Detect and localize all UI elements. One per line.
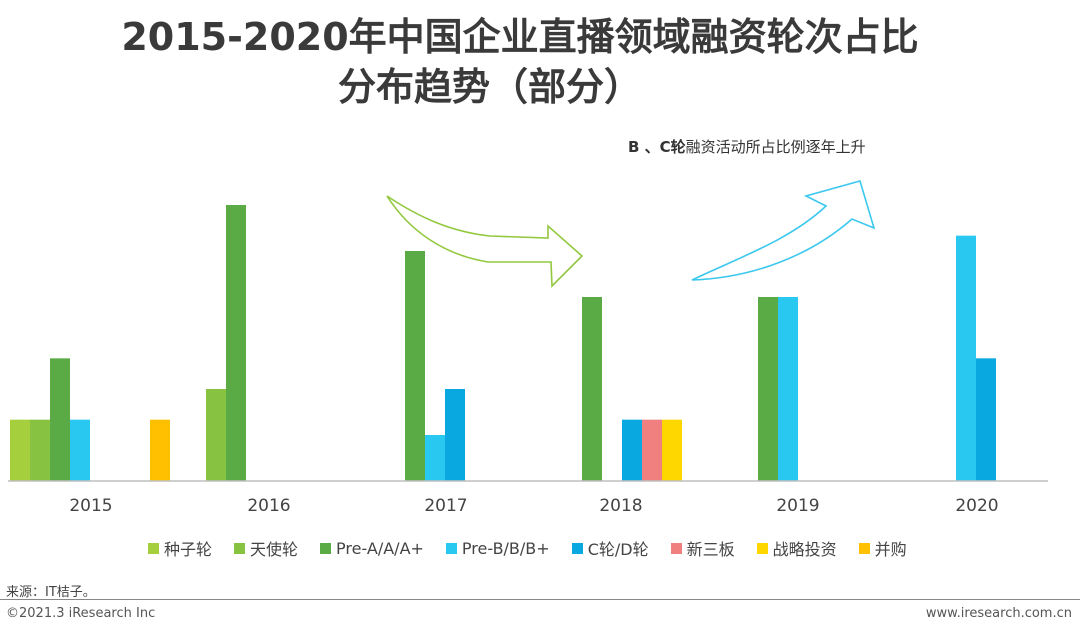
bar-2015-Pre-A/A/A+ xyxy=(50,358,70,481)
legend-label: 战略投资 xyxy=(772,540,837,559)
legend-label: 新三板 xyxy=(686,540,735,559)
legend-swatch xyxy=(320,542,332,554)
legend-swatch xyxy=(670,542,682,554)
bar-2018-Pre-A/A/A+ xyxy=(582,297,602,481)
bar-2015-天使轮 xyxy=(30,419,50,481)
legend-item-4: C轮/D轮 xyxy=(571,536,649,560)
footer-divider xyxy=(0,599,1080,600)
bar-2016-天使轮 xyxy=(206,389,226,481)
legend-item-5: 新三板 xyxy=(670,536,735,560)
copyright-text: ©2021.3 iResearch Inc xyxy=(6,606,156,621)
legend-label: Pre-A/A/A+ xyxy=(336,538,424,558)
downward-trend-arrow-icon xyxy=(386,195,584,288)
legend-swatch xyxy=(148,542,159,554)
x-tick-label-2019: 2019 xyxy=(776,496,819,516)
x-tick-label-2017: 2017 xyxy=(424,496,467,516)
bar-2017-C轮/D轮 xyxy=(445,389,465,481)
website-url: www.iresearch.com.cn xyxy=(925,606,1072,621)
bar-2015-并购 xyxy=(150,419,170,481)
legend-swatch xyxy=(756,542,768,554)
bar-2019-Pre-B/B/B+ xyxy=(778,297,798,481)
bar-chart: 2015 2016 2017 2018 2019 2020 xyxy=(8,180,1048,516)
legend-label: Pre-B/B/B+ xyxy=(461,538,550,558)
x-tick-label-2018: 2018 xyxy=(599,496,642,516)
bar-2015-Pre-B/B/B+ xyxy=(70,419,90,481)
x-tick-label-2016: 2016 xyxy=(247,496,290,516)
legend-swatch xyxy=(858,542,870,554)
legend-swatch xyxy=(445,542,457,554)
legend-label: 种子轮 xyxy=(164,540,213,559)
legend-item-0: 种子轮 xyxy=(148,536,212,560)
bar-2020-C轮/D轮 xyxy=(976,358,996,481)
bar-2018-新三板 xyxy=(642,419,662,481)
upward-trend-arrow-icon xyxy=(691,180,876,281)
legend-item-3: Pre-B/B/B+ xyxy=(445,538,550,558)
chart-title-line1: 2015-2020年中国企业直播领域融资轮次占比 xyxy=(121,15,919,59)
legend-item-2: Pre-A/A/A+ xyxy=(320,539,424,558)
chart-title-line2: 分布趋势（部分） xyxy=(337,65,642,109)
chart-legend: 种子轮 天使轮 Pre-A/A/A+ Pre-B/B/B+ C轮/D轮 新三板 战略投资 并购 xyxy=(148,536,929,560)
legend-label: 并购 xyxy=(874,540,907,559)
trend-annotation: B 、C轮融资活动所占比例逐年上升 xyxy=(628,136,866,157)
bar-2017-Pre-B/B/B+ xyxy=(425,435,445,481)
legend-item-7: 并购 xyxy=(858,536,907,560)
source-note: 来源：IT桔子。 xyxy=(6,585,96,600)
legend-item-6: 战略投资 xyxy=(756,536,837,560)
x-tick-label-2015: 2015 xyxy=(69,496,112,516)
bar-2016-Pre-A/A/A+ xyxy=(226,205,246,481)
bar-2020-Pre-B/B/B+ xyxy=(956,235,976,481)
bar-2019-Pre-A/A/A+ xyxy=(758,297,778,481)
legend-item-1: 天使轮 xyxy=(234,536,298,560)
legend-swatch xyxy=(234,542,246,554)
legend-label: 天使轮 xyxy=(250,540,299,559)
x-tick-label-2020: 2020 xyxy=(955,496,998,516)
legend-swatch xyxy=(571,542,583,554)
bar-2015-种子轮 xyxy=(10,419,30,481)
legend-label: C轮/D轮 xyxy=(587,540,649,559)
trend-annotation-text: 融资活动所占比例逐年上升 xyxy=(685,138,866,156)
trend-annotation-bold: B 、C轮 xyxy=(628,138,686,156)
bar-2018-战略投资 xyxy=(662,419,682,481)
bar-2018-C轮/D轮 xyxy=(622,419,642,481)
bar-2017-Pre-A/A/A+ xyxy=(405,251,425,481)
